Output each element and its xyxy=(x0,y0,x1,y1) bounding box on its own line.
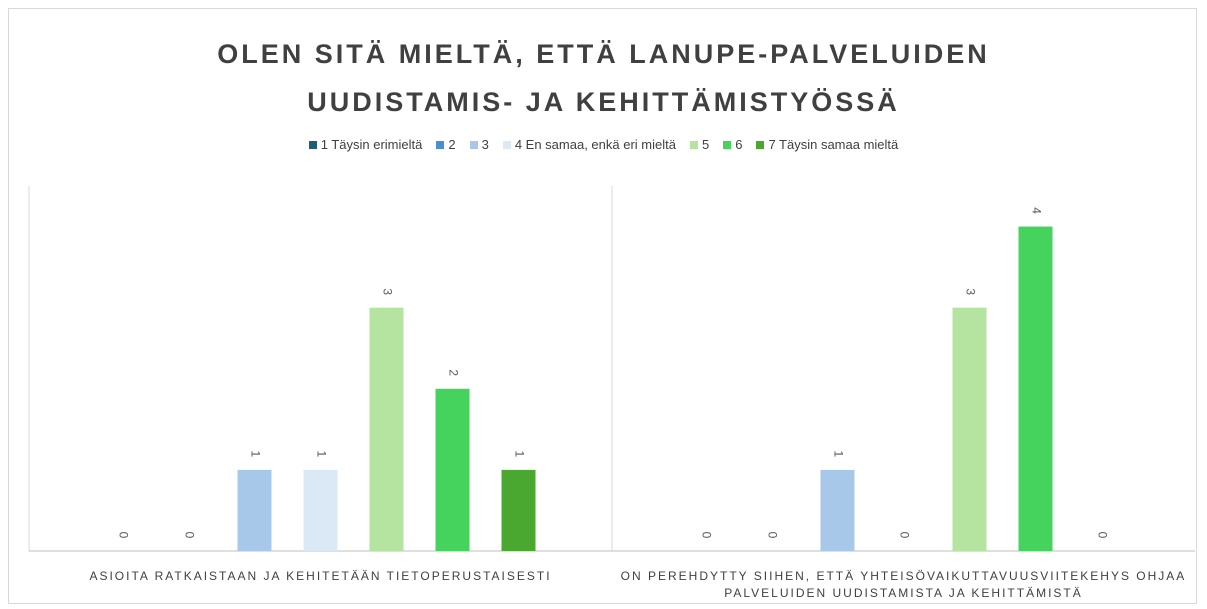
bar xyxy=(501,469,536,551)
bar xyxy=(820,469,855,551)
legend-label: 4 En samaa, enkä eri mieltä xyxy=(514,137,676,152)
bar xyxy=(369,307,404,551)
legend: 1 Täysin erimieltä 2 3 4 En samaa, enkä eri… xyxy=(0,137,1207,152)
legend-item: 2 xyxy=(436,137,456,152)
data-label: 0 xyxy=(182,532,196,539)
legend-label: 3 xyxy=(481,137,489,152)
bar xyxy=(1018,226,1053,552)
legend-item: 6 xyxy=(723,137,742,152)
legend-label: 7 Täysin samaa mieltä xyxy=(768,137,899,152)
data-label: 4 xyxy=(1029,207,1043,214)
data-label: 0 xyxy=(699,532,713,539)
legend-swatch xyxy=(469,140,478,149)
legend-item: 5 xyxy=(689,137,710,152)
data-label: 3 xyxy=(380,288,394,295)
legend-item: 1 Täysin erimieltä xyxy=(308,137,423,152)
bar xyxy=(237,469,272,551)
data-label: 2 xyxy=(446,369,460,376)
legend-item: 7 Täysin samaa mieltä xyxy=(756,137,898,152)
chart-frame xyxy=(8,8,1197,604)
x-tick-label: ASIOITA RATKAISTAAN JA KEHITETÄÄN TIETOP… xyxy=(89,569,552,583)
legend-item: 4 En samaa, enkä eri mieltä xyxy=(502,137,676,152)
bar xyxy=(435,388,470,551)
legend-swatch xyxy=(502,140,511,149)
legend-swatch xyxy=(723,140,732,149)
data-label: 0 xyxy=(116,532,130,539)
chart-title: OLEN SITÄ MIELTÄ, ETTÄ LANUPE-PALVELUIDE… xyxy=(217,39,990,117)
data-label: 3 xyxy=(963,288,977,295)
legend-swatch xyxy=(436,140,445,149)
data-label: 1 xyxy=(512,451,526,458)
legend-label: 2 xyxy=(448,137,456,152)
x-tick-label: ON PEREHDYTTY SIIHEN, ETTÄ YHTEISÖVAIKUT… xyxy=(620,569,1187,600)
legend-label: 1 Täysin erimieltä xyxy=(320,137,423,152)
legend-swatch xyxy=(689,140,698,149)
legend-swatch xyxy=(756,140,765,149)
data-label: 0 xyxy=(765,532,779,539)
legend-label: 5 xyxy=(701,137,710,152)
legend-item: 3 xyxy=(469,137,489,152)
data-label: 1 xyxy=(831,451,845,458)
data-label: 0 xyxy=(1095,532,1109,539)
data-label: 1 xyxy=(248,451,262,458)
data-label: 1 xyxy=(314,451,328,458)
data-label: 0 xyxy=(897,532,911,539)
bar xyxy=(303,469,338,551)
legend-swatch xyxy=(308,140,317,149)
bar xyxy=(952,307,987,551)
legend-label: 6 xyxy=(735,137,743,152)
